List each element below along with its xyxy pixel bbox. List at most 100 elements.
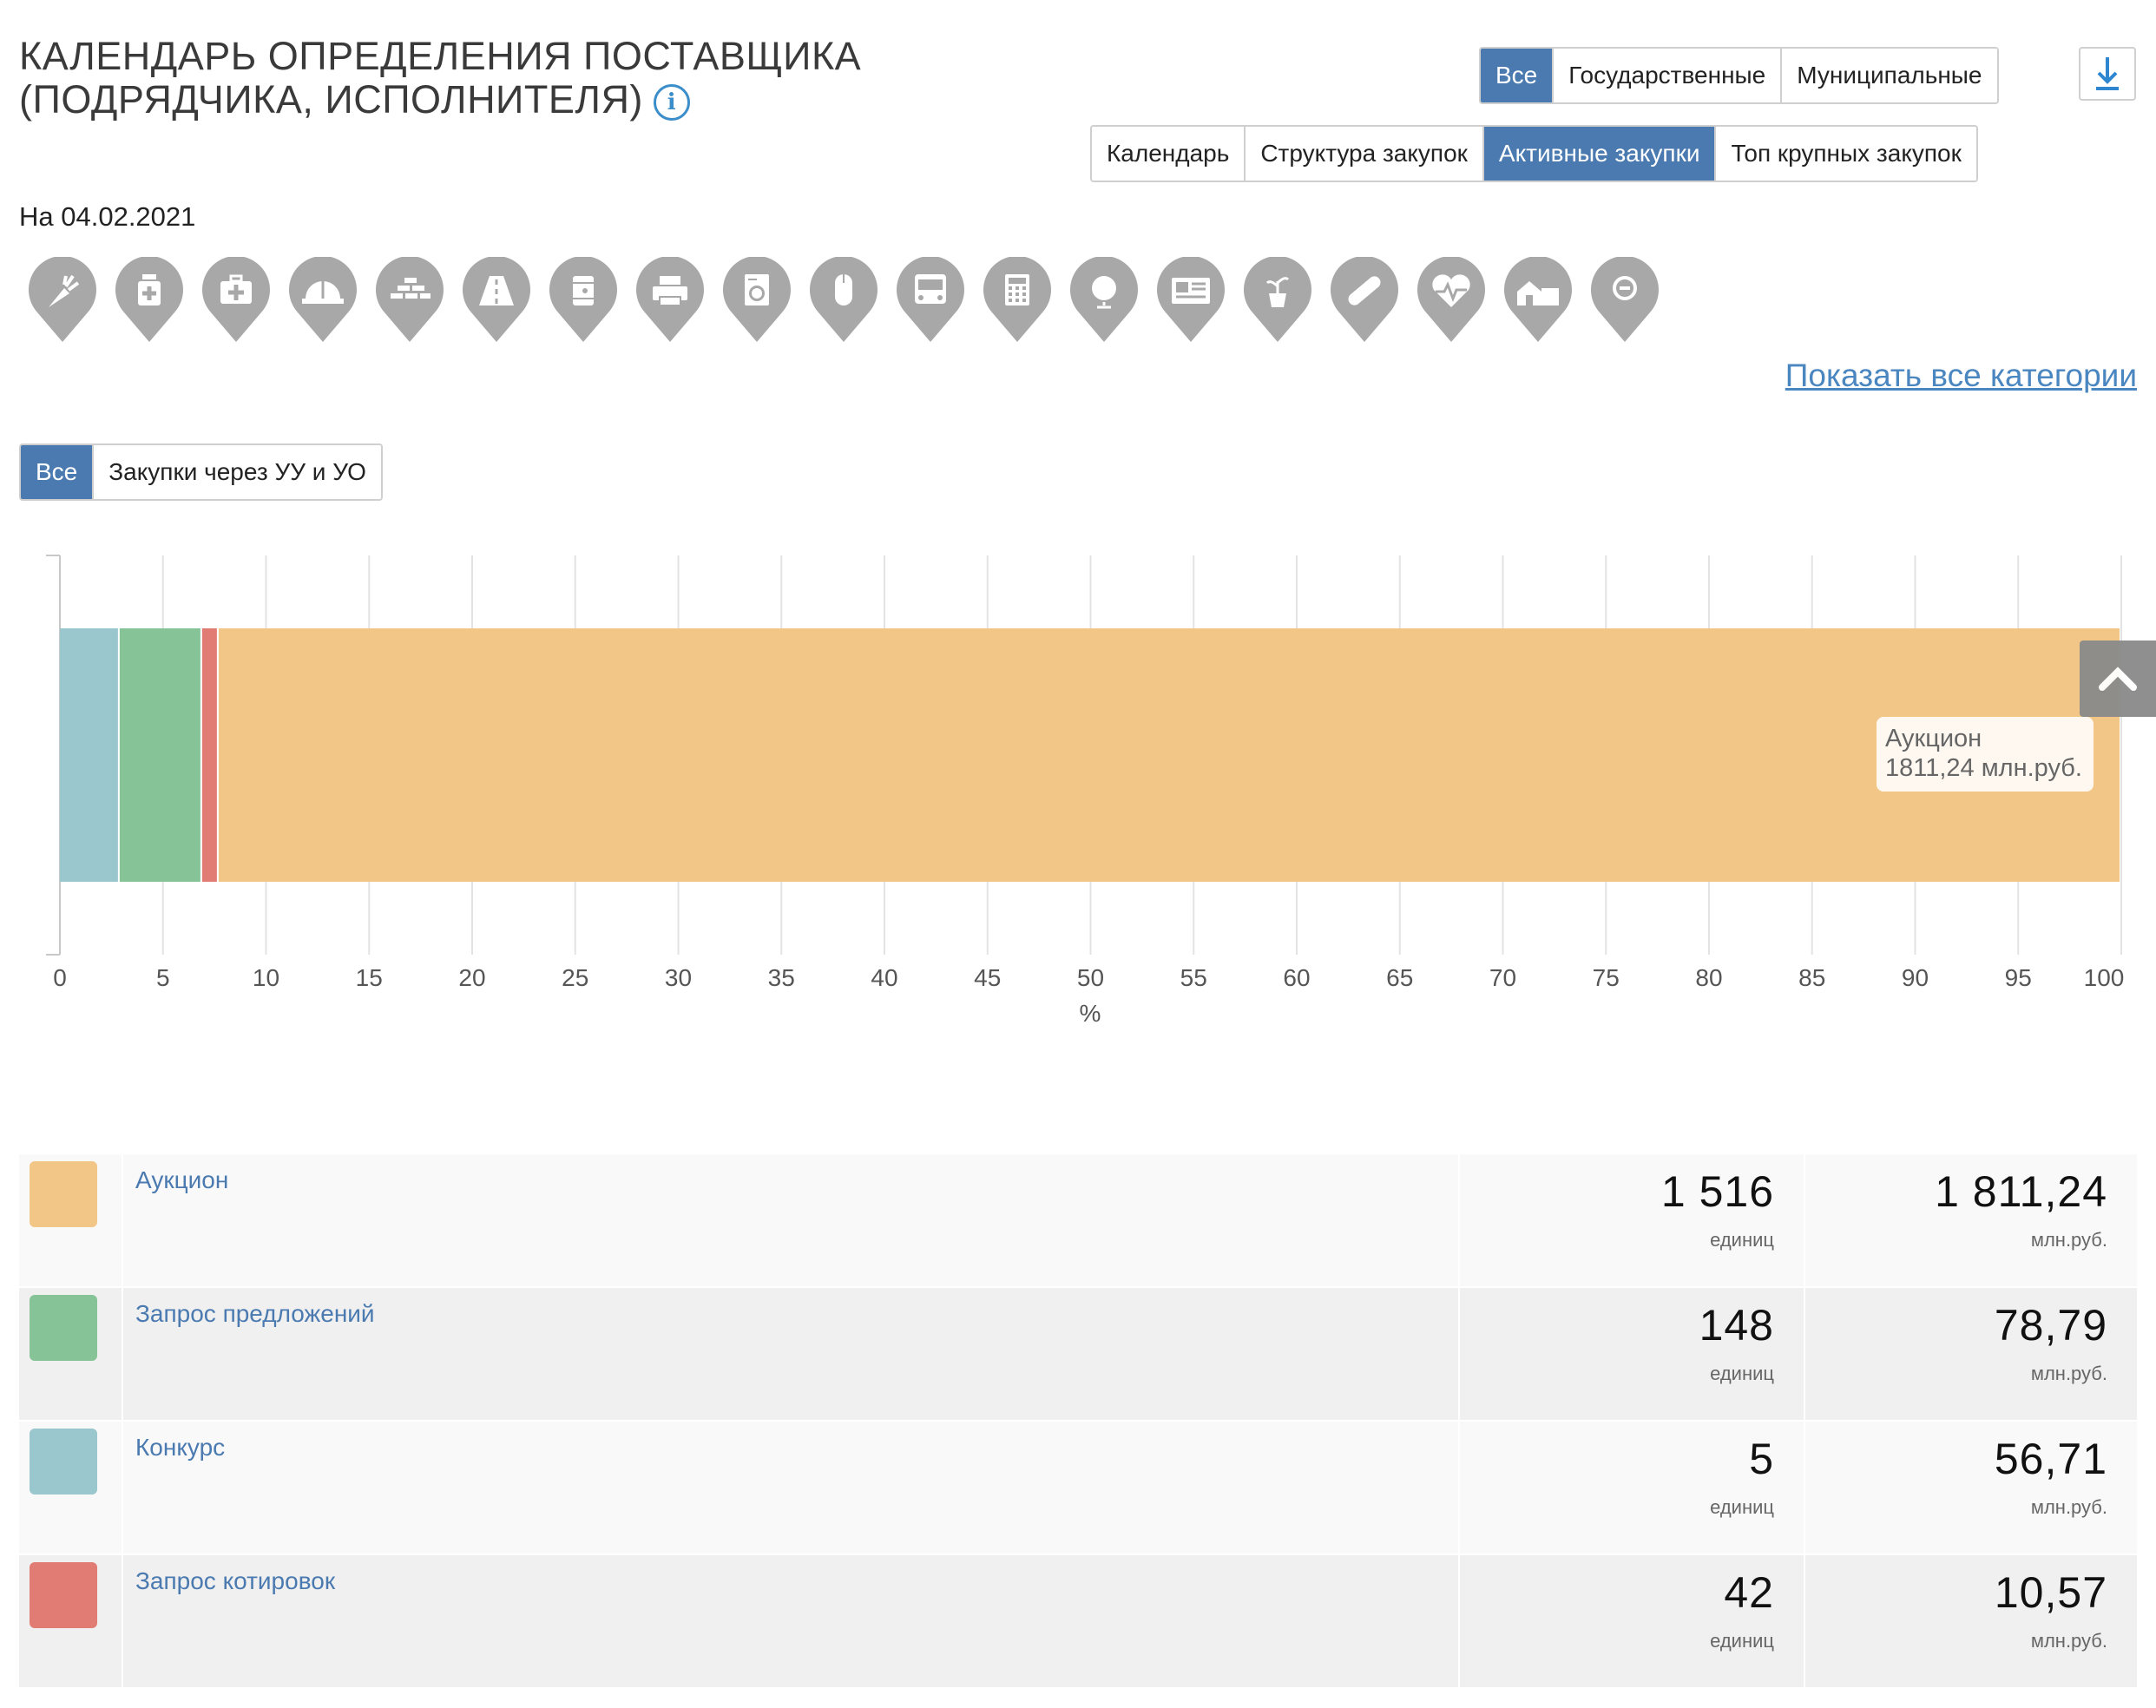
first-aid-kit-icon[interactable] xyxy=(200,255,273,344)
chart: 0 5 10 15 20 25 30 35 40 45 50 55 60 65 70 75 80 85 90 95 10… xyxy=(0,538,2156,1059)
washing-machine-icon[interactable] xyxy=(720,255,793,344)
page-title-line-1: КАЛЕНДАРЬ ОПРЕДЕЛЕНИЯ ПОСТАВЩИКА xyxy=(19,34,862,78)
level-filter: Все Государственные Муниципальные xyxy=(1479,47,1999,104)
level-filter-municipal-button[interactable]: Муниципальные xyxy=(1780,49,1997,102)
x-axis-label: % xyxy=(1080,1000,1101,1027)
scope-uu-uo-button[interactable]: Закупки через УУ и УО xyxy=(92,445,381,499)
tab-calendar[interactable]: Календарь xyxy=(1092,127,1245,181)
tab-structure[interactable]: Структура закупок xyxy=(1244,127,1482,181)
tab-top-purchases[interactable]: Топ крупных закупок xyxy=(1714,127,1976,181)
sum-unit: млн.руб. xyxy=(2030,1229,2107,1251)
x-tick-label: 55 xyxy=(1180,964,1207,991)
x-tick-label: 60 xyxy=(1283,964,1310,991)
view-tabs: Календарь Структура закупок Активные зак… xyxy=(1090,125,1978,182)
tooltip-value: 1811,24 млн.руб. xyxy=(1885,754,2082,782)
show-all-categories-link[interactable]: Показать все категории xyxy=(1785,358,2137,393)
tab-active-purchases[interactable]: Активные закупки xyxy=(1482,127,1715,181)
scope-filter: Все Закупки через УУ и УО xyxy=(19,443,383,501)
heartbeat-icon[interactable] xyxy=(1415,255,1488,344)
bricks-icon[interactable] xyxy=(373,255,446,344)
newspaper-icon[interactable] xyxy=(1154,255,1227,344)
sum-value: 10,57 xyxy=(1994,1568,2107,1617)
bar-segment[interactable] xyxy=(201,628,217,882)
table-row: Конкурс 5 единиц 56,71 млн.руб. xyxy=(19,1422,2137,1554)
x-tick-label: 95 xyxy=(2005,964,2032,991)
x-tick-label: 100 xyxy=(2084,964,2125,991)
download-button[interactable] xyxy=(2079,47,2136,101)
table-row: Аукцион 1 516 единиц 1 811,24 млн.руб. xyxy=(19,1154,2137,1286)
plant-pot-icon[interactable] xyxy=(1241,255,1314,344)
medicine-bottle-icon[interactable] xyxy=(113,255,186,344)
bus-icon[interactable] xyxy=(894,255,967,344)
x-tick-label: 40 xyxy=(871,964,897,991)
calculator-icon[interactable] xyxy=(981,255,1054,344)
other-icon[interactable] xyxy=(1588,255,1661,344)
stacked-bar-chart: 0 5 10 15 20 25 30 35 40 45 50 55 60 65 70 75 80 85 90 95 10… xyxy=(46,555,2125,1027)
info-icon[interactable]: i xyxy=(653,84,690,122)
x-tick-label: 80 xyxy=(1695,964,1722,991)
method-link[interactable]: Аукцион xyxy=(135,1166,229,1193)
house-icon[interactable] xyxy=(1502,255,1574,344)
carrot-icon[interactable] xyxy=(26,255,99,344)
tooltip-series-name: Аукцион xyxy=(1885,725,1982,752)
count-unit: единиц xyxy=(1710,1229,1774,1251)
x-tick-label: 70 xyxy=(1489,964,1516,991)
date-label: На 04.02.2021 xyxy=(19,201,196,232)
x-tick-label: 0 xyxy=(53,964,67,991)
color-swatch xyxy=(30,1161,97,1227)
count-value: 1 516 xyxy=(1660,1167,1774,1216)
sum-value: 1 811,24 xyxy=(1935,1167,2107,1216)
sum-value: 78,79 xyxy=(1994,1301,2107,1350)
helmet-icon[interactable] xyxy=(286,255,359,344)
sum-unit: млн.руб. xyxy=(2030,1630,2107,1652)
download-icon xyxy=(2096,57,2119,90)
bar-segment[interactable] xyxy=(218,628,2120,882)
scope-all-button[interactable]: Все xyxy=(21,445,93,499)
color-swatch xyxy=(30,1429,97,1494)
bar-segment[interactable] xyxy=(60,628,118,882)
count-value: 148 xyxy=(1699,1301,1774,1350)
page-title-line-2: (ПОДРЯДЧИКА, ИСПОЛНИТЕЛЯ) i xyxy=(19,78,930,122)
chart-tooltip: Аукцион 1811,24 млн.руб. xyxy=(1877,717,2094,792)
method-link[interactable]: Запрос котировок xyxy=(135,1567,336,1594)
x-tick-label: 15 xyxy=(356,964,383,991)
globe-icon[interactable] xyxy=(1068,255,1140,344)
x-tick-label: 90 xyxy=(1902,964,1929,991)
legend-table: Аукцион 1 516 единиц 1 811,24 млн.руб. Зап… xyxy=(19,1154,2137,1689)
sum-unit: млн.руб. xyxy=(2030,1496,2107,1518)
x-tick-label: 65 xyxy=(1386,964,1413,991)
page-title-line-2-text: (ПОДРЯДЧИКА, ИСПОЛНИТЕЛЯ) xyxy=(19,77,643,122)
pill-icon[interactable] xyxy=(1328,255,1401,344)
count-unit: единиц xyxy=(1710,1630,1774,1652)
level-filter-state-button[interactable]: Государственные xyxy=(1552,49,1781,102)
method-link[interactable]: Запрос предложений xyxy=(135,1300,375,1327)
sum-value: 56,71 xyxy=(1994,1435,2107,1483)
color-swatch xyxy=(30,1562,97,1628)
count-unit: единиц xyxy=(1710,1363,1774,1384)
printer-icon[interactable] xyxy=(634,255,707,344)
sum-unit: млн.руб. xyxy=(2030,1363,2107,1384)
x-tick-label: 75 xyxy=(1593,964,1620,991)
scroll-top-button[interactable] xyxy=(2080,640,2156,717)
x-tick-label: 5 xyxy=(156,964,170,991)
bar-segment[interactable] xyxy=(119,628,200,882)
level-filter-all-button[interactable]: Все xyxy=(1481,49,1553,102)
color-swatch xyxy=(30,1295,97,1361)
x-tick-label: 20 xyxy=(458,964,485,991)
computer-mouse-icon[interactable] xyxy=(807,255,880,344)
x-tick-label: 85 xyxy=(1798,964,1825,991)
x-tick-label: 35 xyxy=(768,964,795,991)
count-value: 42 xyxy=(1724,1568,1774,1617)
page-title: КАЛЕНДАРЬ ОПРЕДЕЛЕНИЯ ПОСТАВЩИКА (ПОДРЯД… xyxy=(19,35,930,122)
count-unit: единиц xyxy=(1710,1496,1774,1518)
x-tick-label: 10 xyxy=(253,964,279,991)
road-icon[interactable] xyxy=(460,255,533,344)
x-tick-label: 50 xyxy=(1077,964,1104,991)
table-row: Запрос предложений 148 единиц 78,79 млн.ру… xyxy=(19,1288,2137,1420)
x-tick-label: 30 xyxy=(665,964,692,991)
x-tick-label: 25 xyxy=(562,964,588,991)
barrel-icon[interactable] xyxy=(547,255,620,344)
chevron-up-icon xyxy=(2099,667,2137,691)
table-row: Запрос котировок 42 единиц 10,57 млн.руб. xyxy=(19,1555,2137,1687)
method-link[interactable]: Конкурс xyxy=(135,1434,226,1461)
